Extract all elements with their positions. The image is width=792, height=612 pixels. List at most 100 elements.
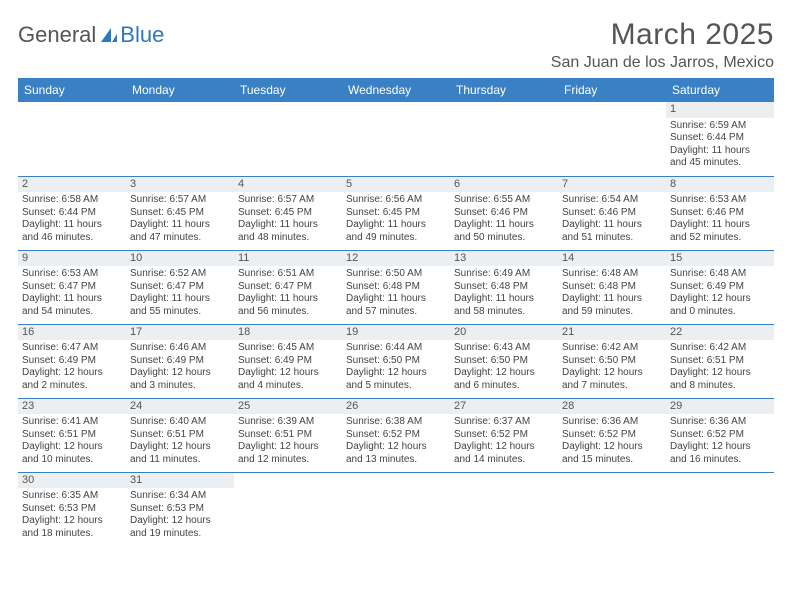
day-number: 14 [558, 251, 666, 267]
day-number: 30 [18, 473, 126, 489]
weekday-header: Friday [558, 78, 666, 102]
calendar-cell: 23Sunrise: 6:41 AMSunset: 6:51 PMDayligh… [18, 398, 126, 472]
calendar-row: 23Sunrise: 6:41 AMSunset: 6:51 PMDayligh… [18, 398, 774, 472]
calendar-cell: 17Sunrise: 6:46 AMSunset: 6:49 PMDayligh… [126, 324, 234, 398]
calendar-table: SundayMondayTuesdayWednesdayThursdayFrid… [18, 78, 774, 546]
calendar-cell [342, 472, 450, 546]
daylight-text: and 48 minutes. [238, 232, 338, 245]
calendar-cell: 3Sunrise: 6:57 AMSunset: 6:45 PMDaylight… [126, 176, 234, 250]
sunrise-text: Sunrise: 6:48 AM [562, 268, 662, 281]
calendar-cell: 18Sunrise: 6:45 AMSunset: 6:49 PMDayligh… [234, 324, 342, 398]
weekday-header: Wednesday [342, 78, 450, 102]
day-number: 25 [234, 399, 342, 415]
daylight-text: Daylight: 12 hours [562, 441, 662, 454]
day-number: 17 [126, 325, 234, 341]
calendar-row: 9Sunrise: 6:53 AMSunset: 6:47 PMDaylight… [18, 250, 774, 324]
daylight-text: Daylight: 12 hours [22, 367, 122, 380]
sunrise-text: Sunrise: 6:58 AM [22, 194, 122, 207]
day-number: 6 [450, 177, 558, 193]
daylight-text: Daylight: 11 hours [670, 219, 770, 232]
calendar-cell: 9Sunrise: 6:53 AMSunset: 6:47 PMDaylight… [18, 250, 126, 324]
sunrise-text: Sunrise: 6:55 AM [454, 194, 554, 207]
daylight-text: and 47 minutes. [130, 232, 230, 245]
calendar-body: 1 Sunrise: 6:59 AMSunset: 6:44 PM Daylight… [18, 102, 774, 546]
month-title: March 2025 [551, 18, 774, 52]
location: San Juan de los Jarros, Mexico [551, 54, 774, 72]
day-number: 19 [342, 325, 450, 341]
daylight-text: and 52 minutes. [670, 232, 770, 245]
calendar-cell: 1Sunrise: 6:59 AMSunset: 6:44 PMDaylight… [666, 102, 774, 176]
daylight-text: Daylight: 12 hours [130, 367, 230, 380]
sunrise-text: Sunrise: 6:59 AM [670, 120, 770, 133]
daylight-text: and 19 minutes. [130, 528, 230, 541]
daylight-text: Daylight: 12 hours [346, 367, 446, 380]
sunset-text: Sunset: 6:53 PM [130, 503, 230, 516]
calendar-cell: 2Sunrise: 6:58 AMSunset: 6:44 PMDaylight… [18, 176, 126, 250]
daylight-text: Daylight: 11 hours [454, 293, 554, 306]
daylight-text: Daylight: 12 hours [670, 293, 770, 306]
sunset-text: Sunset: 6:45 PM [130, 207, 230, 220]
calendar-cell: 20Sunrise: 6:43 AMSunset: 6:50 PMDayligh… [450, 324, 558, 398]
weekday-header: Thursday [450, 78, 558, 102]
sunrise-text: Sunrise: 6:44 AM [346, 342, 446, 355]
sunset-text: Sunset: 6:49 PM [130, 355, 230, 368]
day-number: 27 [450, 399, 558, 415]
daylight-text: Daylight: 12 hours [454, 441, 554, 454]
calendar-cell: 11Sunrise: 6:51 AMSunset: 6:47 PMDayligh… [234, 250, 342, 324]
calendar-cell [234, 472, 342, 546]
sunrise-text: Sunrise: 6:36 AM [670, 416, 770, 429]
sunrise-text: Sunrise: 6:50 AM [346, 268, 446, 281]
day-number: 12 [342, 251, 450, 267]
daylight-text: and 12 minutes. [238, 454, 338, 467]
sunrise-text: Sunrise: 6:51 AM [238, 268, 338, 281]
sunrise-text: Sunrise: 6:53 AM [22, 268, 122, 281]
daylight-text: Daylight: 11 hours [130, 219, 230, 232]
calendar-cell: 13Sunrise: 6:49 AMSunset: 6:48 PMDayligh… [450, 250, 558, 324]
sunset-text: Sunset: 6:50 PM [454, 355, 554, 368]
sunset-text: Sunset: 6:52 PM [562, 429, 662, 442]
sunrise-text: Sunrise: 6:45 AM [238, 342, 338, 355]
daylight-text: Daylight: 12 hours [130, 515, 230, 528]
daylight-text: and 7 minutes. [562, 380, 662, 393]
sunrise-text: Sunrise: 6:39 AM [238, 416, 338, 429]
calendar-cell: 12Sunrise: 6:50 AMSunset: 6:48 PMDayligh… [342, 250, 450, 324]
sunset-text: Sunset: 6:48 PM [346, 281, 446, 294]
calendar-cell: 27Sunrise: 6:37 AMSunset: 6:52 PMDayligh… [450, 398, 558, 472]
daylight-text: and 5 minutes. [346, 380, 446, 393]
logo-text-2: Blue [120, 22, 164, 48]
sunset-text: Sunset: 6:50 PM [346, 355, 446, 368]
daylight-text: Daylight: 11 hours [22, 219, 122, 232]
calendar-cell: 30Sunrise: 6:35 AMSunset: 6:53 PMDayligh… [18, 472, 126, 546]
calendar-cell: 8Sunrise: 6:53 AMSunset: 6:46 PMDaylight… [666, 176, 774, 250]
sunrise-text: Sunrise: 6:57 AM [130, 194, 230, 207]
daylight-text: Daylight: 11 hours [22, 293, 122, 306]
daylight-text: and 4 minutes. [238, 380, 338, 393]
daylight-text: Daylight: 12 hours [22, 441, 122, 454]
day-number: 3 [126, 177, 234, 193]
sunset-text: Sunset: 6:53 PM [22, 503, 122, 516]
daylight-text: and 11 minutes. [130, 454, 230, 467]
calendar-cell [126, 102, 234, 176]
daylight-text: and 6 minutes. [454, 380, 554, 393]
sunrise-text: Sunrise: 6:49 AM [454, 268, 554, 281]
daylight-text: Daylight: 11 hours [346, 219, 446, 232]
daylight-text: Daylight: 12 hours [238, 367, 338, 380]
sunset-text: Sunset: 6:50 PM [562, 355, 662, 368]
calendar-cell: 24Sunrise: 6:40 AMSunset: 6:51 PMDayligh… [126, 398, 234, 472]
daylight-text: Daylight: 11 hours [130, 293, 230, 306]
day-number: 1 [666, 102, 774, 118]
calendar-cell: 5Sunrise: 6:56 AMSunset: 6:45 PMDaylight… [342, 176, 450, 250]
sunset-text: Sunset: 6:44 PM [670, 132, 770, 145]
calendar-cell: 21Sunrise: 6:42 AMSunset: 6:50 PMDayligh… [558, 324, 666, 398]
sunrise-text: Sunrise: 6:52 AM [130, 268, 230, 281]
sunset-text: Sunset: 6:47 PM [22, 281, 122, 294]
sunset-text: Sunset: 6:51 PM [670, 355, 770, 368]
sunrise-text: Sunrise: 6:34 AM [130, 490, 230, 503]
daylight-text: and 10 minutes. [22, 454, 122, 467]
day-number: 21 [558, 325, 666, 341]
day-number: 11 [234, 251, 342, 267]
calendar-row: 16Sunrise: 6:47 AMSunset: 6:49 PMDayligh… [18, 324, 774, 398]
day-number: 5 [342, 177, 450, 193]
day-number: 8 [666, 177, 774, 193]
sunrise-text: Sunrise: 6:35 AM [22, 490, 122, 503]
